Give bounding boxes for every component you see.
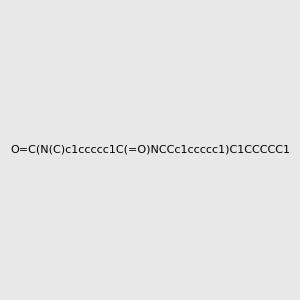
Text: O=C(N(C)c1ccccc1C(=O)NCCc1ccccc1)C1CCCCC1: O=C(N(C)c1ccccc1C(=O)NCCc1ccccc1)C1CCCCC… bbox=[10, 145, 290, 155]
